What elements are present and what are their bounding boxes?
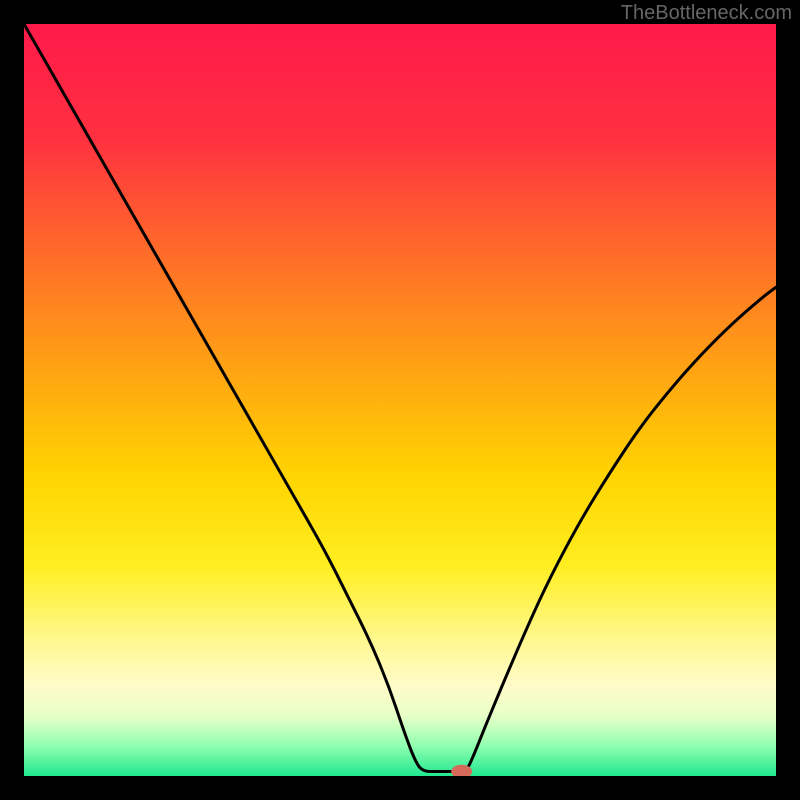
bottleneck-chart (24, 24, 776, 776)
watermark-text: TheBottleneck.com (621, 2, 792, 25)
chart-container (24, 24, 776, 776)
